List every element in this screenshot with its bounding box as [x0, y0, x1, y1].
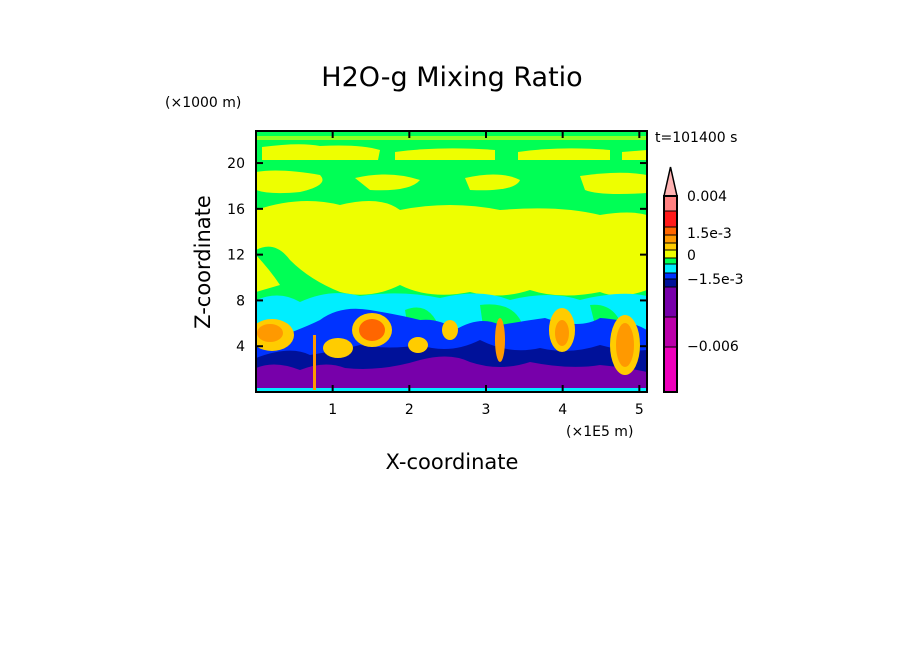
colorbar-label: 0.004 [687, 189, 727, 205]
contour-region [408, 337, 428, 353]
colorbar-segment [663, 210, 678, 228]
y-axis-label: Z-coordinate [191, 195, 215, 329]
contour-region [313, 335, 316, 390]
x-tick-label: 2 [405, 402, 414, 418]
contour-region [518, 148, 610, 160]
contour-region [395, 148, 495, 160]
colorbar-segment [663, 257, 678, 265]
colorbar-segment [663, 242, 678, 251]
colorbar-segment [663, 226, 678, 236]
contour-region [323, 338, 353, 358]
colorbar-label: −0.006 [687, 339, 739, 355]
colorbar-label: 0 [687, 248, 696, 264]
contour-region [616, 323, 634, 367]
colorbar-frame [663, 195, 678, 393]
contour-region [555, 320, 569, 346]
contour-region [256, 201, 647, 296]
y-tick-label: 8 [236, 293, 245, 309]
x-tick-label: 3 [482, 402, 491, 418]
y-tick-label: 20 [227, 156, 245, 172]
contour-region [256, 388, 647, 392]
colorbar-segment [663, 278, 678, 288]
contour-region [256, 356, 647, 392]
colorbar-segment [663, 263, 678, 274]
colorbar-segment [663, 234, 678, 244]
colorbar-segment [663, 272, 678, 280]
contour-region [256, 255, 280, 292]
plot-frame [255, 130, 648, 393]
time-label: t=101400 s [655, 130, 737, 146]
colorbar-label: 1.5e-3 [687, 226, 732, 242]
chart-title: H2O-g Mixing Ratio [321, 62, 582, 93]
y-tick-label: 12 [227, 248, 245, 264]
colorbar-extend-triangle [663, 166, 678, 197]
contour-region [622, 150, 647, 160]
x-unit-label: (×1E5 m) [566, 424, 633, 440]
y-ticks: 4 8 12 16 20 [227, 156, 647, 355]
contour-region [256, 170, 323, 194]
y-tick-label: 4 [236, 339, 245, 355]
colorbar-segment [663, 316, 678, 348]
colorbar-segment [663, 249, 678, 259]
y-unit-label: (×1000 m) [165, 95, 241, 111]
contour-field [256, 131, 647, 392]
x-tick-label: 1 [328, 402, 337, 418]
colorbar-label: −1.5e-3 [687, 272, 744, 288]
contour-region [495, 318, 505, 362]
contour-region [256, 136, 647, 140]
y-tick-label: 16 [227, 202, 245, 218]
contour-region [262, 144, 380, 160]
colorbar-segment [663, 346, 678, 393]
contour-region [580, 172, 647, 194]
x-ticks: 1 2 3 4 5 [328, 131, 644, 418]
contour-region [442, 320, 458, 340]
x-axis-label: X-coordinate [386, 450, 519, 474]
colorbar: 0.004 1.5e-3 0 −1.5e-3 −0.006 [663, 166, 744, 393]
x-tick-label: 4 [558, 402, 567, 418]
contour-region [257, 324, 283, 342]
colorbar-segment [663, 195, 678, 212]
contour-region [359, 319, 385, 341]
x-tick-label: 5 [635, 402, 644, 418]
colorbar-segment [663, 286, 678, 318]
contour-region [465, 174, 520, 191]
contour-region [355, 174, 420, 191]
